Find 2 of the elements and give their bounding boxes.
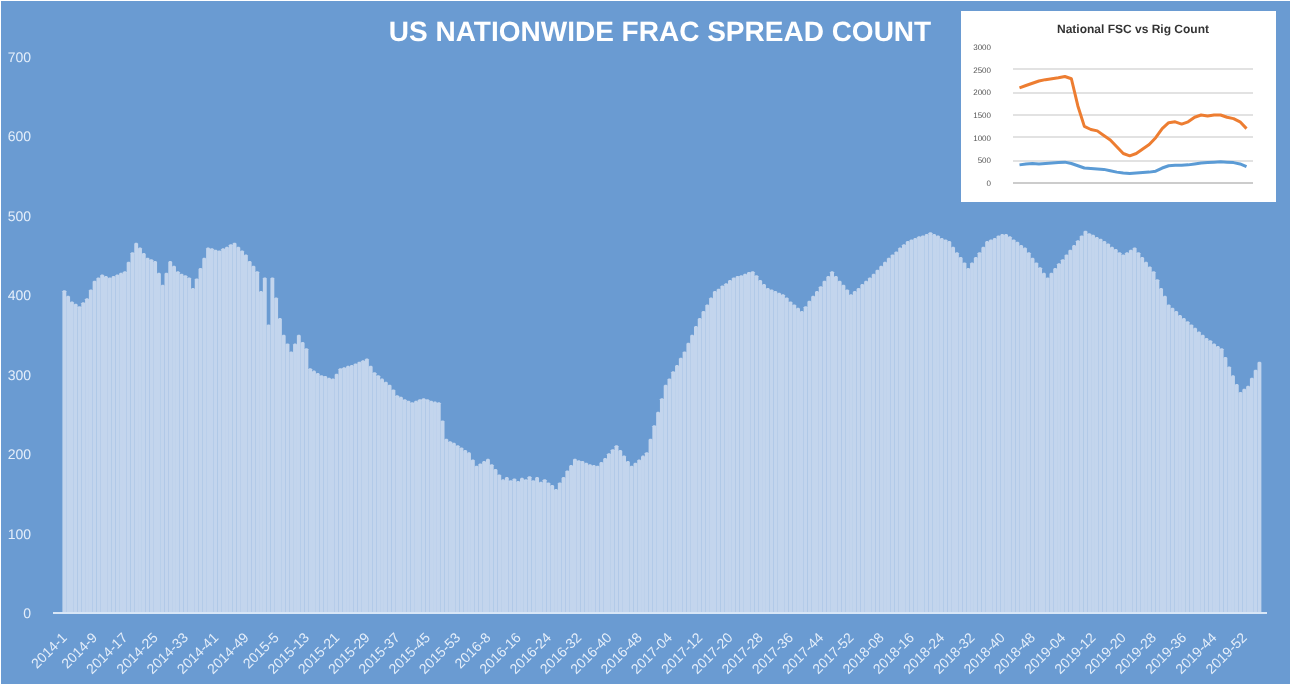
chart-title: US NATIONWIDE FRAC SPREAD COUNT xyxy=(388,15,933,47)
line-series xyxy=(1017,74,1249,158)
